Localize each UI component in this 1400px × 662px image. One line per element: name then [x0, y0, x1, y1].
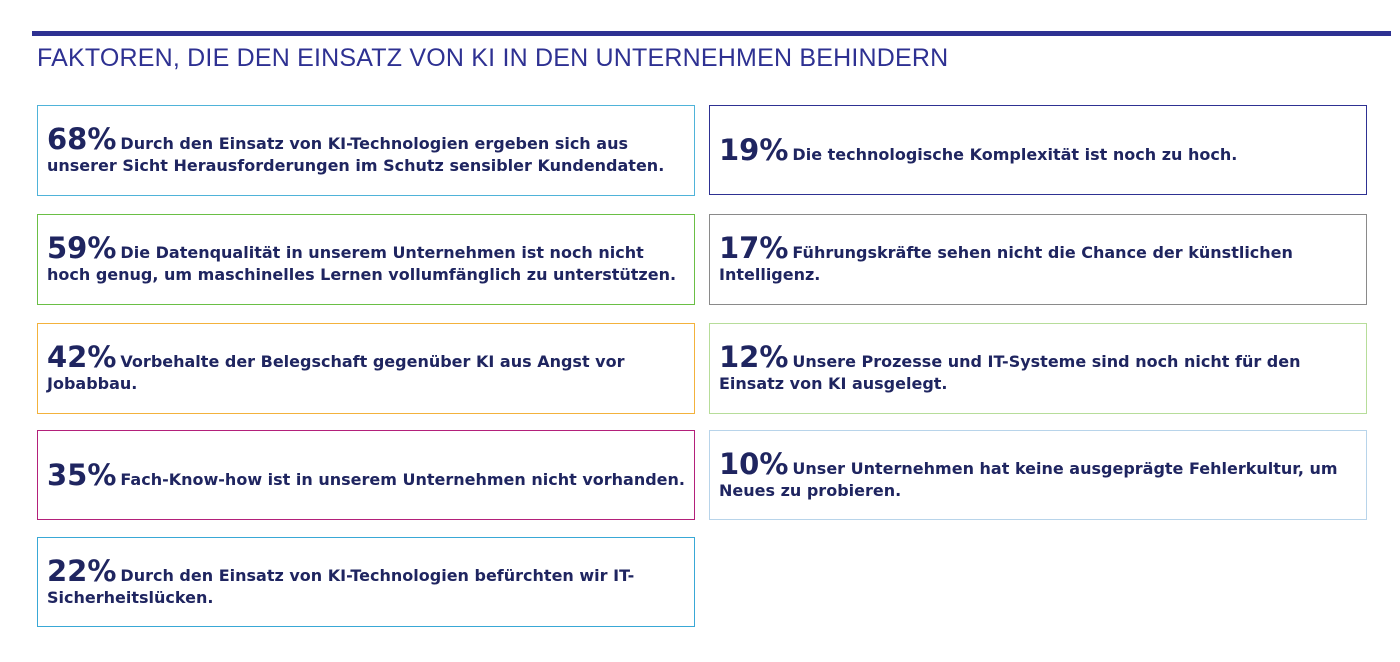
factor-percentage: 68%: [47, 122, 117, 156]
factor-text-block: 68% Durch den Einsatz von KI-Technologien…: [47, 125, 686, 177]
factor-description: Die Datenqualität in unserem Unternehmen…: [47, 243, 677, 284]
factor-percentage: 59%: [47, 231, 117, 265]
factor-percentage: 22%: [47, 553, 117, 588]
factor-description: Durch den Einsatz von KI-Technologien be…: [47, 565, 635, 607]
factor-text-block: 19% Die technologische Komplexität ist no…: [719, 135, 1238, 166]
factor-description: Führungskräfte sehen nicht die Chance de…: [719, 243, 1293, 284]
factor-description: Vorbehalte der Belegschaft gegenüber KI …: [47, 352, 625, 393]
factor-percentage: 19%: [719, 132, 789, 167]
top-rule: [32, 31, 1391, 36]
factor-percentage: 42%: [47, 340, 117, 374]
factor-text-block: 17% Führungskräfte sehen nicht die Chance…: [719, 234, 1358, 286]
factor-description: Unser Unternehmen hat keine ausgeprägte …: [719, 458, 1338, 500]
factor-card: 42% Vorbehalte der Belegschaft gegenüber …: [37, 323, 695, 414]
factor-text-block: 59% Die Datenqualität in unserem Unterneh…: [47, 234, 686, 286]
factor-percentage: 10%: [719, 446, 789, 481]
factor-description: Unsere Prozesse und IT-Systeme sind noch…: [719, 352, 1301, 393]
factor-percentage: 12%: [719, 340, 789, 374]
factor-text-block: 10% Unser Unternehmen hat keine ausgepräg…: [719, 449, 1358, 502]
factor-card: 17% Führungskräfte sehen nicht die Chance…: [709, 214, 1367, 305]
factor-description: Fach-Know-how ist in unserem Unternehmen…: [120, 469, 685, 489]
factor-text-block: 35% Fach-Know-how ist in unserem Unterneh…: [47, 460, 685, 491]
factor-card: 19% Die technologische Komplexität ist no…: [709, 105, 1367, 195]
factor-card: 59% Die Datenqualität in unserem Unterneh…: [37, 214, 695, 305]
factor-card: 22% Durch den Einsatz von KI-Technologien…: [37, 537, 695, 627]
factor-card: 12% Unsere Prozesse und IT-Systeme sind n…: [709, 323, 1367, 414]
factor-description: Durch den Einsatz von KI-Technologien er…: [47, 134, 665, 175]
factor-text-block: 42% Vorbehalte der Belegschaft gegenüber …: [47, 343, 686, 395]
factor-percentage: 17%: [719, 231, 789, 265]
factor-text-block: 12% Unsere Prozesse und IT-Systeme sind n…: [719, 343, 1358, 395]
page-title: FAKTOREN, DIE DEN EINSATZ VON KI IN DEN …: [37, 44, 949, 72]
factor-percentage: 35%: [47, 457, 117, 492]
factor-text-block: 22% Durch den Einsatz von KI-Technologien…: [47, 556, 686, 609]
factor-card: 68% Durch den Einsatz von KI-Technologien…: [37, 105, 695, 196]
factor-card: 35% Fach-Know-how ist in unserem Unterneh…: [37, 430, 695, 520]
factor-card: 10% Unser Unternehmen hat keine ausgepräg…: [709, 430, 1367, 520]
factor-description: Die technologische Komplexität ist noch …: [792, 144, 1238, 164]
